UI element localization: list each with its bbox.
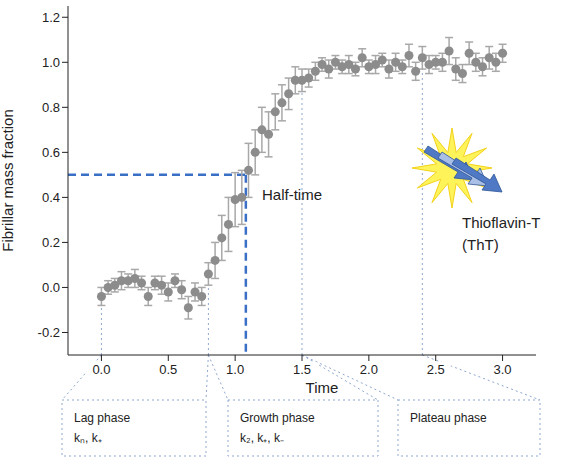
svg-text:-0.2: -0.2	[38, 325, 60, 340]
svg-text:1.2: 1.2	[42, 10, 60, 25]
svg-text:(ThT): (ThT)	[462, 236, 499, 253]
svg-text:0.5: 0.5	[159, 362, 177, 377]
svg-text:Half-time: Half-time	[262, 186, 322, 203]
svg-text:0.6: 0.6	[42, 145, 60, 160]
svg-text:Plateau phase: Plateau phase	[410, 411, 487, 425]
svg-text:1.0: 1.0	[42, 55, 60, 70]
svg-text:kₙ, k₊: kₙ, k₊	[74, 431, 102, 445]
svg-text:3.0: 3.0	[494, 362, 512, 377]
svg-text:Time: Time	[306, 379, 339, 396]
svg-text:1.5: 1.5	[293, 362, 311, 377]
svg-text:0.0: 0.0	[42, 280, 60, 295]
svg-text:0.8: 0.8	[42, 100, 60, 115]
svg-text:1.0: 1.0	[226, 362, 244, 377]
svg-text:Fibrillar mass fraction: Fibrillar mass fraction	[0, 109, 16, 252]
svg-text:0.0: 0.0	[92, 362, 110, 377]
svg-text:Lag phase: Lag phase	[74, 411, 130, 425]
svg-text:Growth phase: Growth phase	[240, 411, 315, 425]
svg-text:0.4: 0.4	[42, 190, 60, 205]
svg-text:Thioflavin-T: Thioflavin-T	[462, 214, 540, 231]
svg-text:2.5: 2.5	[427, 362, 445, 377]
svg-text:k₂, k₊, k₋: k₂, k₊, k₋	[240, 431, 284, 445]
svg-text:0.2: 0.2	[42, 235, 60, 250]
svg-text:2.0: 2.0	[360, 362, 378, 377]
